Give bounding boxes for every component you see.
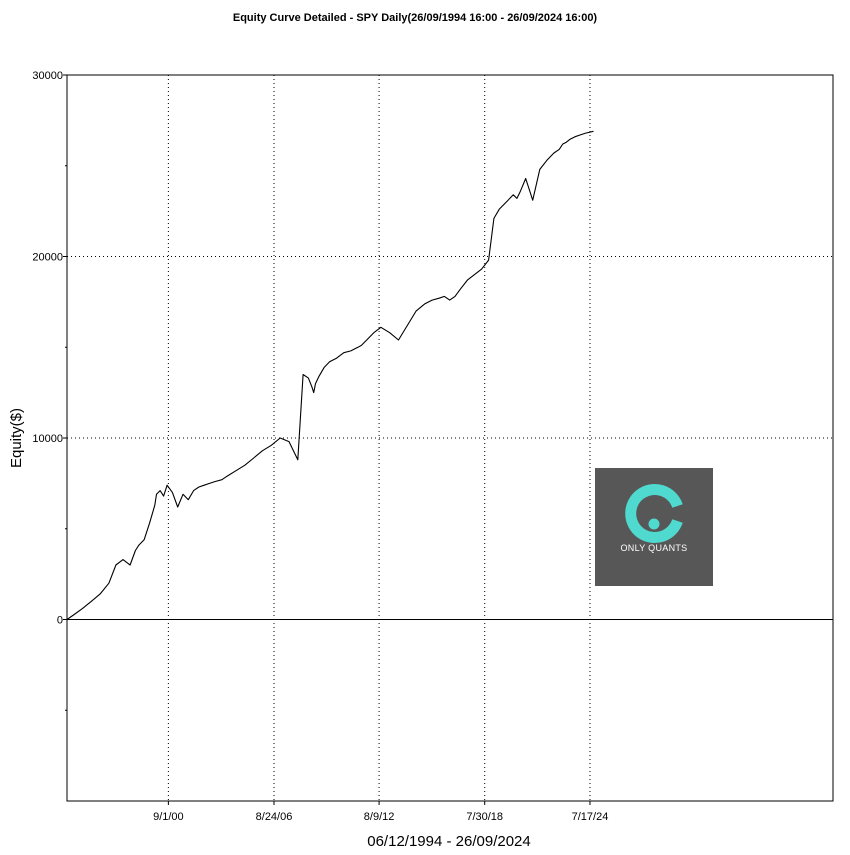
chart-title: Equity Curve Detailed - SPY Daily(26/09/…: [233, 12, 598, 24]
y-tick-label: 10000: [32, 433, 63, 445]
x-tick-label: 9/1/00: [153, 811, 184, 823]
tick-labels: 0 10000 20000 30000 9/1/00 8/24/06 8/9/12 7/30/…: [32, 70, 608, 823]
equity-curve-line: [66, 130, 594, 620]
x-tick-label: 8/24/06: [256, 811, 293, 823]
x-tick-label: 8/9/12: [364, 811, 395, 823]
x-axis-title: 06/12/1994 - 26/09/2024: [367, 833, 530, 850]
y-tick-label: 20000: [32, 252, 63, 264]
watermark-label: ONLY QUANTS: [621, 543, 688, 553]
x-tick-label: 7/17/24: [572, 811, 609, 823]
y-tick-label: 0: [57, 615, 63, 627]
letter-c-logo-icon: [625, 484, 683, 543]
only-quants-watermark: ONLY QUANTS: [595, 468, 713, 586]
y-tick-label: 30000: [32, 70, 63, 82]
plot-area-frame: [66, 74, 834, 802]
grid-lines: [67, 75, 833, 801]
axes: [63, 74, 833, 805]
x-tick-label: 7/30/18: [466, 811, 503, 823]
y-axis-title: Equity($): [8, 408, 25, 468]
